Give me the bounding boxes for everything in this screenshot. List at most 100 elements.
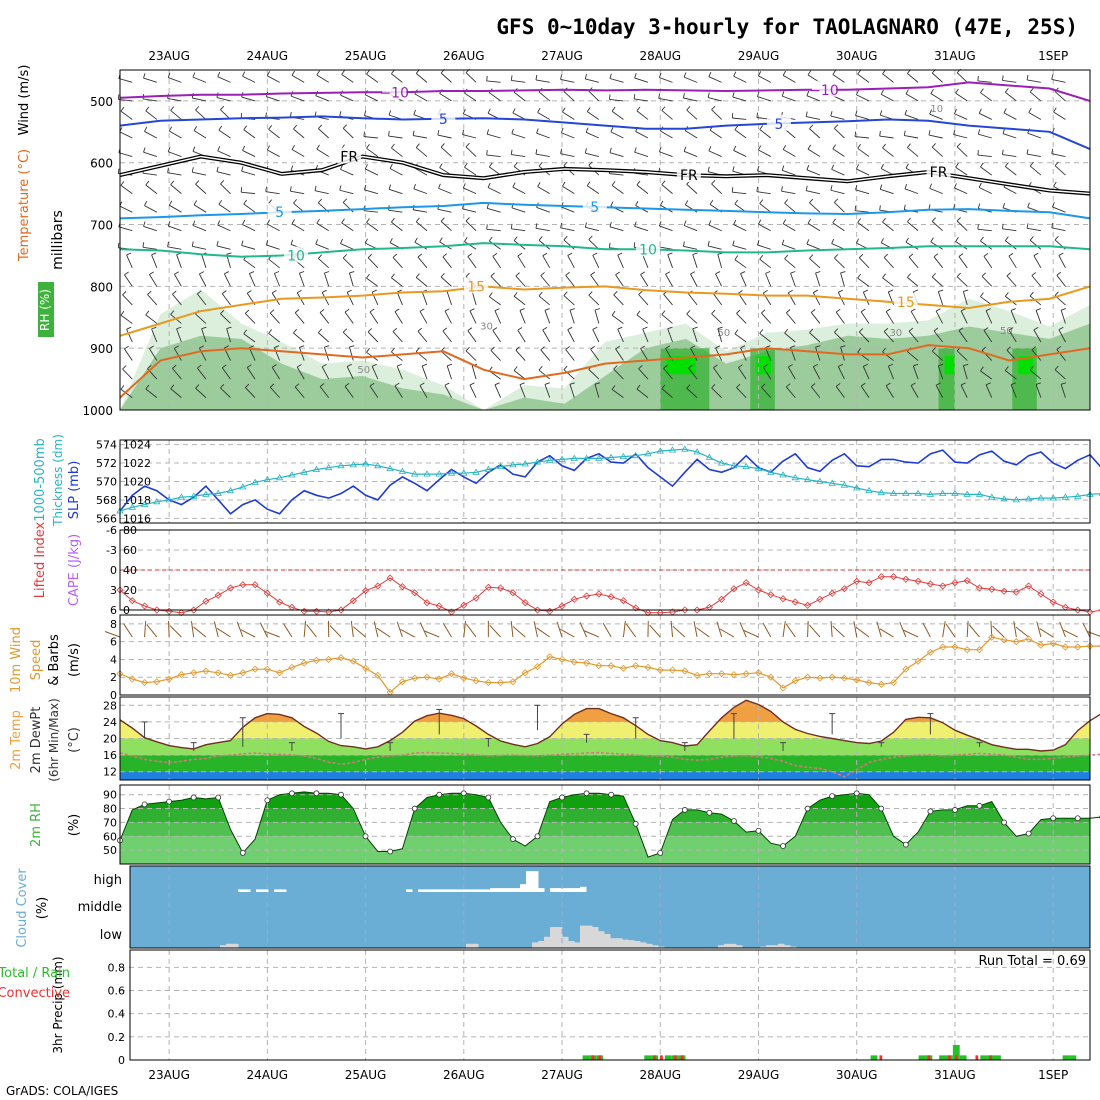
upper-wind-barb-flag bbox=[855, 110, 858, 116]
upper-wind-barb-flag bbox=[342, 198, 348, 203]
surface-wind-barb-70 bbox=[968, 624, 980, 638]
rh-tick-90: 90 bbox=[103, 789, 117, 802]
upper-wind-barb bbox=[517, 329, 526, 343]
upper-wind-barb-flag bbox=[832, 218, 836, 224]
top-date-25AUG: 25AUG bbox=[345, 49, 387, 63]
upper-wind-barb bbox=[765, 347, 772, 361]
lifted-point-78 bbox=[1074, 606, 1082, 614]
cloud-low-bar-86 bbox=[646, 943, 653, 948]
thickness-point-48 bbox=[705, 453, 714, 460]
upper-wind-barb bbox=[440, 276, 452, 287]
upper-wind-barb-flag bbox=[956, 217, 961, 222]
upper-wind-barb-flag bbox=[686, 310, 691, 315]
upper-wind-barb-flag bbox=[907, 217, 911, 223]
upper-wind-barb bbox=[145, 184, 158, 194]
upper-wind-barb bbox=[144, 131, 158, 139]
thickness-point-63 bbox=[889, 489, 898, 496]
thickness-slp-frame bbox=[119, 439, 1091, 524]
wind-speed-point-19 bbox=[349, 657, 357, 665]
thickness-point-29 bbox=[472, 468, 480, 475]
upper-wind-barb-flag bbox=[938, 289, 944, 293]
upper-wind-barb-flag bbox=[117, 168, 120, 174]
upper-wind-barb-flag bbox=[265, 240, 269, 246]
upper-wind-barb bbox=[1029, 369, 1042, 380]
lifted-point-41 bbox=[619, 597, 627, 605]
upper-wind-barb bbox=[364, 189, 378, 195]
upper-wind-barb-flag bbox=[613, 365, 618, 370]
upper-wind-barb bbox=[413, 188, 428, 195]
surface-wind-barb-75 bbox=[1036, 621, 1042, 638]
rh-band-0 bbox=[120, 836, 1090, 864]
upper-wind-barb-flag bbox=[765, 271, 771, 274]
upper-wind-barb bbox=[883, 257, 894, 269]
upper-wind-barb-flag bbox=[540, 272, 545, 276]
rh-point-36 bbox=[559, 794, 565, 801]
thickness-point-13 bbox=[275, 474, 284, 481]
surface-wind-barb-47 bbox=[693, 621, 698, 638]
upper-wind-barb-flag bbox=[216, 166, 219, 172]
upper-wind-barb-flag bbox=[863, 289, 869, 293]
upper-wind-barb bbox=[414, 167, 428, 176]
top-date-31AUG: 31AUG bbox=[934, 49, 976, 63]
upper-wind-barb-flag bbox=[346, 363, 352, 367]
upper-wind-barb-flag bbox=[617, 252, 623, 256]
upper-wind-barb-flag bbox=[954, 109, 957, 114]
upper-wind-barb-flag bbox=[274, 271, 280, 274]
upper-wind-barb bbox=[810, 312, 821, 324]
upper-wind-barb-flag bbox=[905, 163, 909, 169]
upper-wind-barb bbox=[855, 189, 870, 195]
wind-speed-point-47 bbox=[693, 671, 701, 679]
upper-wind-barb-flag bbox=[243, 329, 248, 335]
upper-wind-barb bbox=[732, 191, 747, 195]
rh-contour-label-5: 50 bbox=[1000, 326, 1013, 337]
upper-wind-barb bbox=[660, 130, 673, 139]
wind-speed-point-61 bbox=[865, 679, 873, 687]
upper-wind-barb-flag bbox=[199, 345, 205, 349]
thickness-point-15 bbox=[300, 468, 308, 475]
upper-wind-barb bbox=[538, 91, 551, 102]
cloud-low-bar-69 bbox=[544, 936, 551, 948]
surface-wind-barb-34 bbox=[533, 621, 538, 638]
upper-wind-barb bbox=[366, 277, 379, 287]
upper-wind-barb bbox=[486, 228, 501, 232]
upper-wind-barb bbox=[195, 183, 207, 194]
upper-wind-barb bbox=[954, 187, 968, 195]
upper-wind-barb-flag bbox=[511, 128, 514, 134]
upper-wind-barb-flag bbox=[371, 363, 377, 367]
cloud-low-bar-110 bbox=[790, 946, 797, 948]
upper-wind-barb bbox=[733, 224, 747, 232]
thickness-point-66 bbox=[926, 490, 935, 497]
thickness-point-71 bbox=[988, 493, 996, 500]
upper-wind-barb bbox=[417, 330, 428, 343]
thickness-point-28 bbox=[460, 469, 468, 476]
lifted-point-10 bbox=[239, 581, 247, 589]
surface-wind-barb-76 bbox=[1039, 628, 1054, 638]
slp-tick-1022: 1022 bbox=[123, 457, 151, 470]
lifted-point-32 bbox=[509, 589, 517, 597]
upper-wind-barb-flag bbox=[880, 238, 884, 243]
upper-wind-barb-flag bbox=[617, 326, 623, 330]
upper-wind-barb bbox=[904, 135, 919, 139]
upper-wind-barb bbox=[201, 254, 207, 268]
temp-contour-label--5-0: 5 bbox=[439, 112, 448, 128]
ylabel-cloud: Cloud Cover bbox=[15, 868, 30, 948]
surface-wind-barb-79 bbox=[1082, 622, 1091, 638]
upper-wind-barb-flag bbox=[711, 180, 716, 185]
upper-wind-barb-flag bbox=[781, 186, 783, 192]
wind-speed-point-24 bbox=[411, 674, 419, 682]
cloud-high-bar-60 bbox=[490, 888, 497, 892]
upper-wind-barb-flag bbox=[665, 271, 671, 275]
upper-wind-barb bbox=[388, 209, 403, 213]
surface-wind-barb-40 bbox=[602, 622, 612, 638]
thickness-point-37 bbox=[570, 454, 579, 461]
thickness-point-3 bbox=[153, 498, 161, 505]
upper-wind-barb bbox=[486, 80, 501, 83]
temp-contour-label--10-1: −10 bbox=[809, 83, 839, 99]
upper-wind-barb bbox=[170, 110, 182, 120]
upper-wind-barb bbox=[636, 110, 649, 120]
pressure-tick-500: 500 bbox=[90, 95, 113, 109]
upper-wind-barb bbox=[1029, 165, 1042, 176]
thickness-point-56 bbox=[803, 475, 812, 483]
upper-wind-barb-flag bbox=[854, 131, 857, 137]
wind-speed-point-58 bbox=[828, 673, 836, 681]
